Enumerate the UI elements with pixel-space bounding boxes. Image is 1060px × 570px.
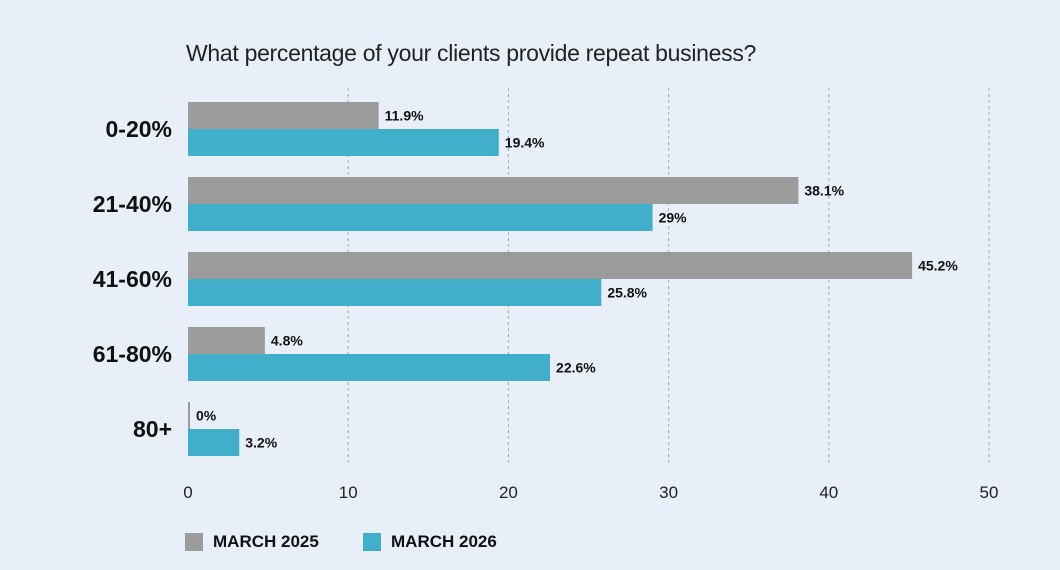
category-label: 41-60% bbox=[93, 266, 172, 292]
bar bbox=[188, 129, 499, 156]
x-tick-label: 50 bbox=[980, 483, 999, 502]
category-label: 21-40% bbox=[93, 191, 172, 217]
data-label: 25.8% bbox=[607, 285, 647, 301]
bar bbox=[188, 252, 913, 279]
data-label: 38.1% bbox=[804, 183, 844, 199]
chart-title: What percentage of your clients provide … bbox=[186, 40, 757, 66]
bar bbox=[188, 402, 190, 429]
x-tick-label: 40 bbox=[819, 483, 838, 502]
legend-item-2025: MARCH 2025 bbox=[185, 532, 319, 552]
legend-item-2026: MARCH 2026 bbox=[363, 532, 497, 552]
x-tick-label: 10 bbox=[339, 483, 358, 502]
data-label: 3.2% bbox=[245, 435, 277, 451]
bar bbox=[188, 102, 379, 129]
legend-label: MARCH 2025 bbox=[213, 532, 319, 551]
category-label: 80+ bbox=[133, 416, 172, 442]
data-label: 29% bbox=[659, 210, 688, 226]
legend-label: MARCH 2026 bbox=[391, 532, 497, 551]
data-label: 22.6% bbox=[556, 360, 596, 376]
category-label: 61-80% bbox=[93, 341, 172, 367]
data-label: 0% bbox=[196, 408, 217, 424]
x-tick-label: 30 bbox=[659, 483, 678, 502]
category-label: 0-20% bbox=[106, 116, 172, 142]
bar bbox=[188, 429, 240, 456]
bar bbox=[188, 177, 799, 204]
data-label: 19.4% bbox=[505, 135, 545, 151]
data-label: 11.9% bbox=[385, 108, 424, 124]
x-tick-label: 0 bbox=[183, 483, 192, 502]
data-label: 45.2% bbox=[918, 258, 958, 274]
legend-swatch bbox=[363, 533, 381, 551]
x-tick-label: 20 bbox=[499, 483, 518, 502]
bar bbox=[188, 279, 602, 306]
data-label: 4.8% bbox=[271, 333, 303, 349]
legend-swatch bbox=[185, 533, 203, 551]
bar bbox=[188, 327, 265, 354]
bar bbox=[188, 354, 551, 381]
bar bbox=[188, 204, 653, 231]
